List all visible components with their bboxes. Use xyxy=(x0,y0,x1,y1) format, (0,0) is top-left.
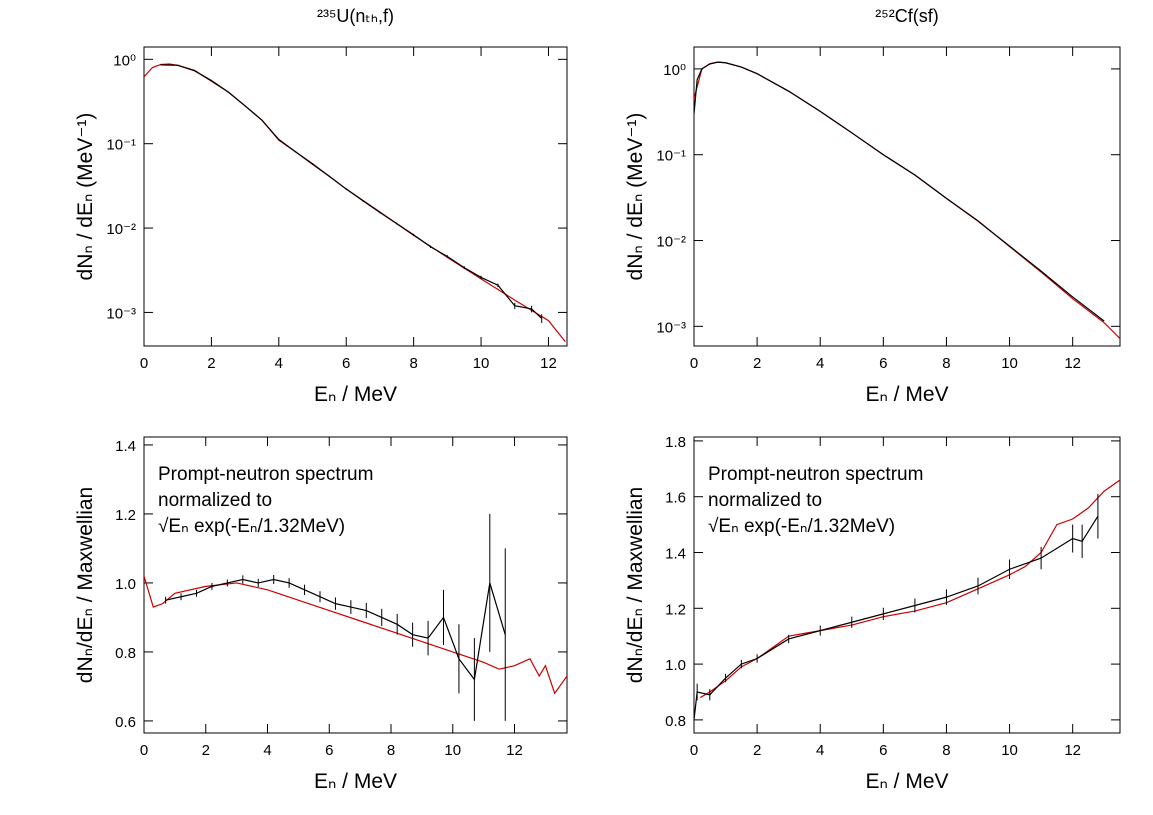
x-tick-label: 8 xyxy=(409,355,417,372)
annotation: normalized to xyxy=(158,490,272,511)
x-tick-label: 10 xyxy=(473,355,490,372)
x-axis-label: Eₙ / MeV xyxy=(314,383,397,406)
y-axis-label: dNₙ/dEₙ / Maxwellian xyxy=(624,487,647,683)
x-tick-label: 6 xyxy=(325,742,333,759)
annotation: Prompt-neutron spectrum xyxy=(708,464,923,485)
annotation: Prompt-neutron spectrum xyxy=(158,464,373,485)
annotation: √Eₙ exp(-Eₙ/1.32MeV) xyxy=(158,516,345,537)
y-tick-label: 10⁻² xyxy=(106,221,136,238)
y-tick-label: 1.2 xyxy=(115,507,136,524)
y-tick-label: 10⁰ xyxy=(663,62,686,79)
x-tick-label: 6 xyxy=(879,742,887,759)
y-tick-label: 1.4 xyxy=(115,438,136,455)
y-axis-label: dNₙ / dEₙ (MeV⁻¹) xyxy=(74,113,97,281)
y-tick-label: 10⁻³ xyxy=(106,305,136,322)
x-tick-label: 10 xyxy=(1001,355,1018,372)
y-tick-label: 0.8 xyxy=(665,713,686,730)
annotation: normalized to xyxy=(708,490,822,511)
x-tick-label: 0 xyxy=(140,355,148,372)
data-line xyxy=(694,61,1105,322)
data-line xyxy=(144,575,567,695)
y-tick-label: 10⁻¹ xyxy=(106,137,136,154)
x-axis-label: Eₙ / MeV xyxy=(865,383,948,406)
x-tick-label: 8 xyxy=(942,742,950,759)
x-tick-label: 8 xyxy=(387,742,395,759)
chart-title: ²⁵²Cf(sf) xyxy=(875,6,938,26)
y-tick-label: 10⁻² xyxy=(656,234,686,251)
y-tick-label: 1.0 xyxy=(115,576,136,593)
data-line xyxy=(144,63,566,343)
y-tick-label: 1.2 xyxy=(665,601,686,618)
y-tick-label: 10⁰ xyxy=(113,52,136,69)
chart-title: ²³⁵U(nₜₕ,f) xyxy=(317,6,394,26)
y-tick-label: 1.8 xyxy=(665,434,686,451)
y-tick-label: 1.6 xyxy=(665,490,686,507)
x-tick-label: 4 xyxy=(275,355,283,372)
x-tick-label: 2 xyxy=(753,742,761,759)
x-axis-label: Eₙ / MeV xyxy=(865,770,948,793)
x-tick-label: 4 xyxy=(816,742,824,759)
x-tick-label: 2 xyxy=(202,742,210,759)
x-tick-label: 2 xyxy=(207,355,215,372)
y-tick-label: 10⁻¹ xyxy=(656,148,686,165)
x-tick-label: 6 xyxy=(342,355,350,372)
y-axis-label: dNₙ / dEₙ (MeV⁻¹) xyxy=(624,113,647,281)
data-line xyxy=(160,64,543,319)
annotation: √Eₙ exp(-Eₙ/1.32MeV) xyxy=(708,516,895,537)
data-line xyxy=(165,578,506,682)
x-tick-label: 0 xyxy=(690,742,698,759)
x-tick-label: 12 xyxy=(540,355,557,372)
y-tick-label: 1.0 xyxy=(665,657,686,674)
plot-frame xyxy=(143,436,568,734)
x-tick-label: 10 xyxy=(444,742,461,759)
x-tick-label: 12 xyxy=(1064,742,1081,759)
x-tick-label: 12 xyxy=(1064,355,1081,372)
y-tick-label: 0.8 xyxy=(115,645,136,662)
data-line xyxy=(694,61,1120,340)
data-line xyxy=(694,515,1099,720)
plot-frame xyxy=(693,436,1121,734)
x-tick-label: 12 xyxy=(506,742,523,759)
x-tick-label: 4 xyxy=(263,742,271,759)
x-axis-label: Eₙ / MeV xyxy=(314,770,397,793)
y-axis-label: dNₙ/dEₙ / Maxwellian xyxy=(74,487,97,683)
y-tick-label: 10⁻³ xyxy=(656,319,686,336)
x-tick-label: 8 xyxy=(942,355,950,372)
x-tick-label: 0 xyxy=(140,742,148,759)
y-tick-label: 1.4 xyxy=(665,545,686,562)
x-tick-label: 4 xyxy=(816,355,824,372)
plot-frame xyxy=(693,46,1121,347)
x-tick-label: 6 xyxy=(879,355,887,372)
x-tick-label: 10 xyxy=(1001,742,1018,759)
x-tick-label: 0 xyxy=(690,355,698,372)
plot-frame xyxy=(143,46,568,347)
data-line xyxy=(700,479,1120,699)
y-tick-label: 0.6 xyxy=(115,714,136,731)
x-tick-label: 2 xyxy=(753,355,761,372)
